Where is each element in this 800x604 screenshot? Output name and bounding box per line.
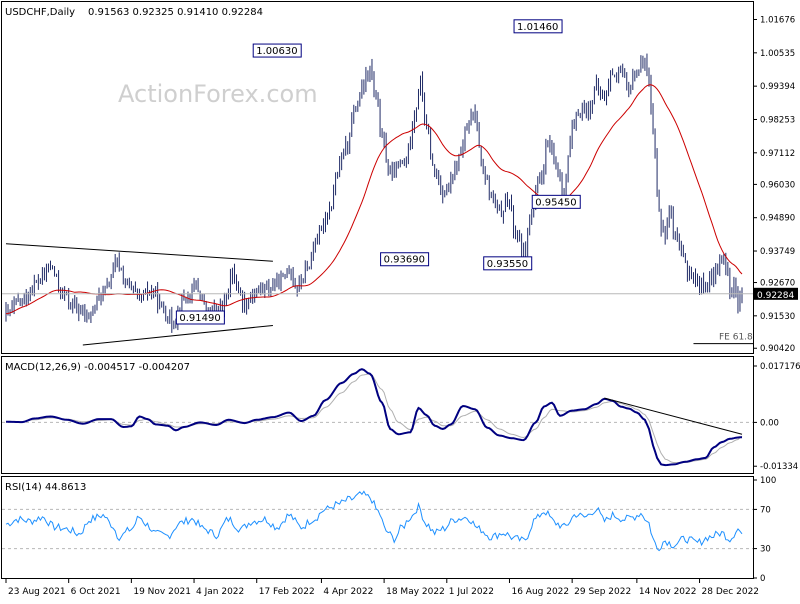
rsi-title: RSI(14) 44.8613: [5, 482, 86, 493]
macd-line: [5, 368, 743, 467]
annotation-box: [252, 43, 302, 58]
x-tick-label: 4 Jan 2022: [196, 587, 244, 597]
annotation-label: 0.91490: [179, 313, 220, 324]
price-tick-label: 1.01676: [760, 16, 795, 26]
price-tick-label: 0.99394: [760, 82, 795, 92]
watermark: ActionForex.com: [118, 80, 318, 108]
price-tick-label: 0.92670: [760, 279, 795, 289]
current-price-tag: [754, 287, 798, 300]
x-tick-label: 14 Nov 2022: [639, 587, 697, 597]
annotation-label: 0.93690: [384, 255, 425, 266]
rsi-tick-label: 0: [760, 574, 765, 584]
rsi-tick-label: 100: [760, 476, 776, 486]
annotation-box: [531, 194, 581, 209]
x-tick-label: 4 Apr 2022: [323, 587, 373, 597]
x-tick-label: 28 Dec 2022: [702, 587, 760, 597]
fe-label: FE 61.8: [719, 333, 753, 343]
macd-tick-label: 0.017176: [760, 362, 800, 372]
annotation-label: 0.93550: [487, 259, 528, 270]
macd-panel: [1, 356, 754, 474]
x-tick-label: 19 Nov 2021: [133, 587, 191, 597]
price-tick-label: 0.90420: [760, 344, 795, 354]
price-panel: [1, 1, 754, 354]
price-layer: FE 61.8 1.00630 1.01460 0.93690 0.95450 0.935…: [2, 19, 753, 346]
rsi-line: [5, 490, 743, 552]
rsi-tick-label: 70: [760, 505, 771, 515]
price-tick-label: 1.00535: [760, 49, 795, 59]
price-tick-label: 0.97112: [760, 149, 795, 159]
header-symbol: USDCHF,Daily: [5, 7, 75, 18]
rsi-panel: [1, 476, 754, 579]
price-tick-label: 0.93749: [760, 247, 795, 257]
moving-average-line: [5, 84, 743, 315]
x-tick-label: 1 Jul 2022: [449, 587, 494, 597]
price-tick-label: 0.98253: [760, 115, 795, 125]
annotation-box: [175, 310, 225, 325]
x-tick-label: 23 Aug 2021: [8, 587, 66, 597]
rsi-layer: [2, 490, 753, 552]
macd-signal-line: [6, 373, 743, 463]
axes-layer: 0.92284 1.01676 1.00535 0.99394 0.98253 0.971…: [5, 16, 800, 597]
price-tick-label: 0.94890: [760, 214, 795, 224]
x-tick-label: 17 Feb 2022: [259, 587, 315, 597]
annotation-label: 1.01460: [517, 22, 558, 33]
annotation-label: 1.00630: [256, 46, 297, 57]
x-tick-label: 6 Oct 2021: [71, 587, 121, 597]
price-tick-label: 0.96030: [760, 180, 795, 190]
macd-layer: [2, 368, 753, 467]
macd-tick-label: -0.01334: [760, 462, 798, 472]
rsi-tick-label: 30: [760, 545, 771, 555]
lower-trendline: [82, 324, 273, 346]
x-tick-label: 16 Aug 2022: [511, 587, 569, 597]
x-tick-label: 29 Sep 2022: [574, 587, 631, 597]
x-tick-label: 18 May 2022: [386, 587, 445, 597]
macd-tick-label: 0.00: [760, 418, 779, 428]
current-price-label: 0.92284: [757, 291, 794, 301]
annotation-box: [380, 252, 430, 267]
upper-trendline: [5, 243, 273, 262]
price-tick-label: 0.91530: [760, 312, 795, 322]
macd-trendline: [604, 397, 743, 435]
annotation-label: 0.95450: [535, 197, 576, 208]
annotation-box: [513, 19, 563, 34]
macd-title: MACD(12,26,9) -0.004517 -0.004207: [5, 362, 190, 373]
annotation-box: [483, 256, 533, 271]
header-ohlc: 0.91563 0.92325 0.91410 0.92284: [88, 7, 263, 18]
